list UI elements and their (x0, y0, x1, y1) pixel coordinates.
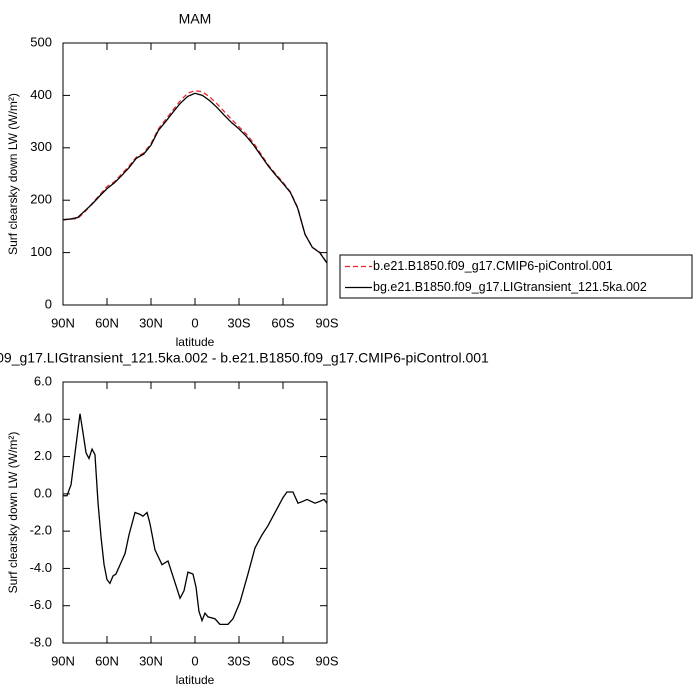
x-tick-label: 30N (139, 653, 163, 668)
y-tick-label: -2.0 (30, 523, 52, 538)
x-tick-label: 60S (271, 653, 294, 668)
y-tick-label: 200 (30, 192, 52, 207)
x-axis-label: latitude (176, 335, 215, 349)
y-tick-label: 4.0 (34, 411, 52, 426)
x-tick-label: 90S (315, 653, 338, 668)
x-tick-label: 30S (227, 653, 250, 668)
x-tick-label: 60S (271, 315, 294, 330)
y-tick-label: -8.0 (30, 634, 52, 649)
x-axis-label: latitude (176, 673, 215, 687)
y-tick-label: -4.0 (30, 560, 52, 575)
data-line (62, 90, 328, 264)
plot-frame (62, 42, 328, 306)
x-tick-label: 60N (95, 315, 119, 330)
y-tick-label: 100 (30, 244, 52, 259)
x-tick-label: 0 (191, 653, 198, 668)
y-tick-label: 0.0 (34, 485, 52, 500)
legend-label: b.e21.B1850.f09_g17.CMIP6-piControl.001 (373, 259, 613, 273)
y-tick-label: 2.0 (34, 448, 52, 463)
x-tick-label: 0 (191, 315, 198, 330)
y-tick-label: 300 (30, 139, 52, 154)
y-tick-label: 0 (45, 296, 52, 311)
data-line (62, 92, 328, 264)
y-axis-label: Surf clearsky down LW (W/m²) (6, 432, 20, 594)
x-tick-label: 90N (51, 653, 75, 668)
plot-frame (62, 381, 328, 644)
x-tick-label: 30N (139, 315, 163, 330)
x-tick-label: 90S (315, 315, 338, 330)
x-tick-label: 60N (95, 653, 119, 668)
y-tick-label: 400 (30, 87, 52, 102)
y-tick-label: 500 (30, 34, 52, 49)
chart-title: bg.e21.B1850.f09_g17.LIGtransient_121.5k… (0, 350, 489, 366)
data-line (63, 413, 328, 626)
x-tick-label: 90N (51, 315, 75, 330)
x-tick-label: 30S (227, 315, 250, 330)
y-tick-label: 6.0 (34, 373, 52, 388)
legend-label: bg.e21.B1850.f09_g17.LIGtransient_121.5k… (373, 280, 647, 294)
chart-title: MAM (179, 11, 212, 27)
y-axis-label: Surf clearsky down LW (W/m²) (6, 93, 20, 255)
y-tick-label: -6.0 (30, 597, 52, 612)
legend-box (339, 254, 693, 299)
